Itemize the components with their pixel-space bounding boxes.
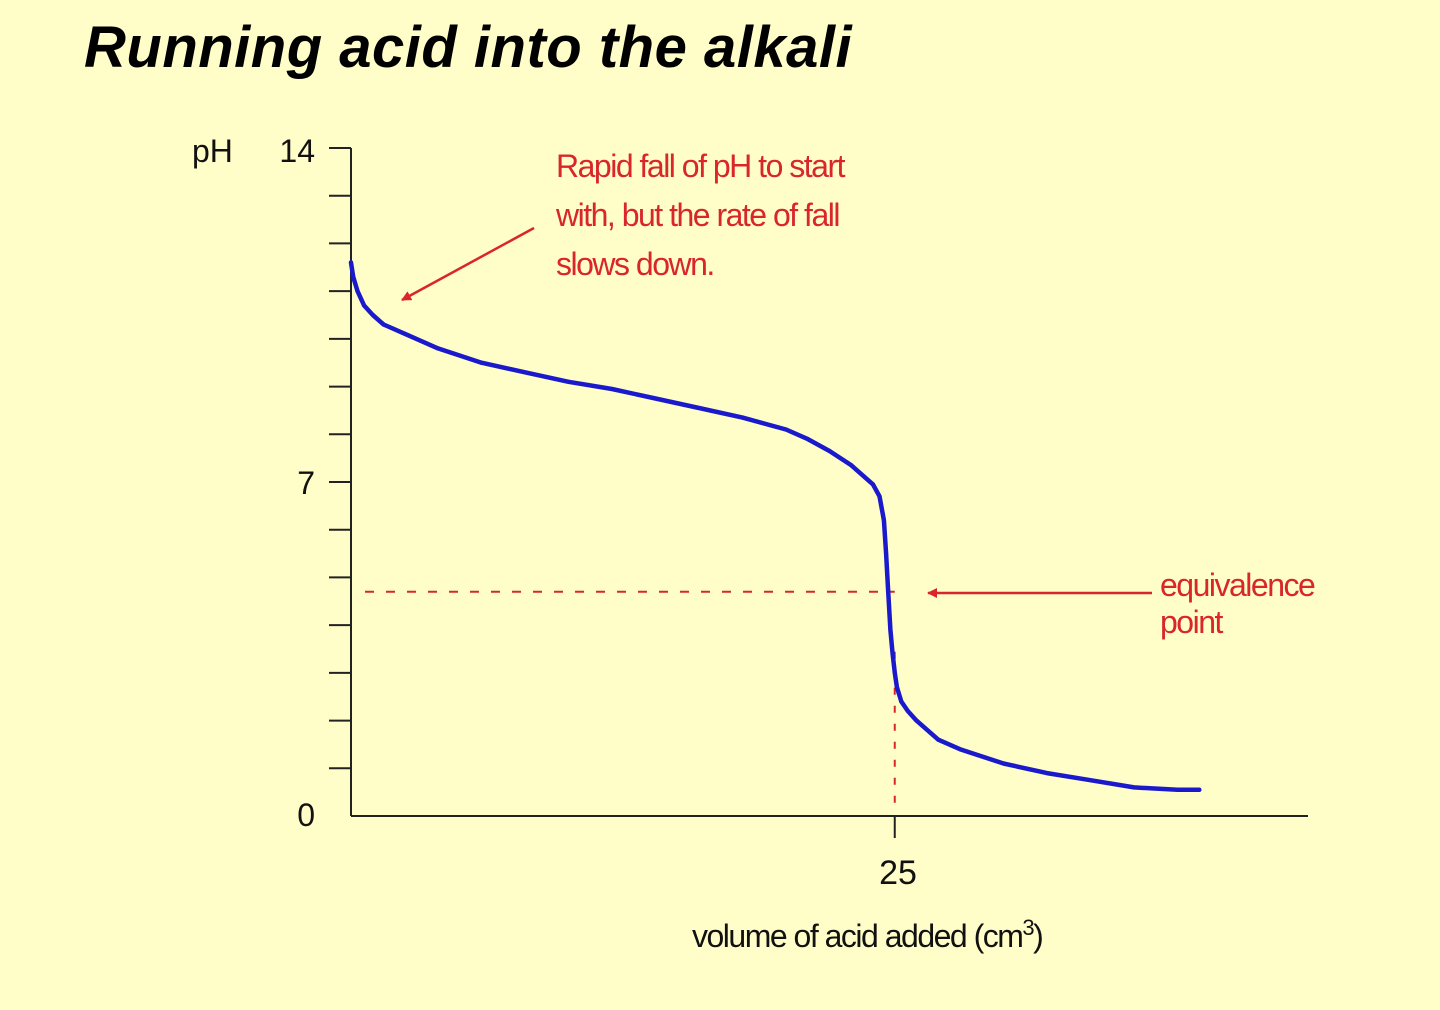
data-point — [1132, 785, 1136, 790]
data-point — [905, 709, 910, 714]
data-point — [1175, 787, 1180, 792]
data-point — [958, 747, 962, 752]
annotation-rapid-fall-line-2: with, but the rate of fall — [555, 197, 839, 233]
data-point — [888, 627, 893, 632]
data-point — [479, 360, 484, 365]
data-point — [610, 386, 614, 391]
data-point — [1001, 761, 1006, 766]
chart-title: Running acid into the alkali — [84, 15, 853, 80]
data-point — [1045, 771, 1049, 776]
data-point — [881, 518, 886, 523]
annotation-rapid-fall-arrow — [401, 226, 535, 302]
data-point — [355, 289, 360, 294]
x-axis-label: volume of acid added (cm3) — [692, 915, 1042, 954]
data-point — [740, 415, 745, 420]
annotation-rapid-fall: Rapid fall of pH to start with, but the … — [555, 148, 851, 282]
data-point — [697, 406, 701, 411]
data-point — [566, 379, 571, 384]
y-axis-ticks — [329, 147, 351, 770]
data-point — [370, 313, 375, 317]
data-point — [351, 274, 356, 279]
data-point — [899, 699, 904, 704]
data-point — [892, 670, 897, 675]
data-point — [884, 551, 889, 556]
annotation-rapid-fall-line-1: Rapid fall of pH to start — [556, 148, 846, 184]
annotation-equivalence-line-2: point — [1160, 604, 1224, 640]
annotation-equivalence-point: equivalence point — [1160, 567, 1322, 640]
annotation-equivalence-line-1: equivalence — [1160, 567, 1315, 603]
x-axis-label-main: volume of acid added (cm — [692, 918, 1022, 954]
data-point — [805, 437, 810, 442]
data-point — [1197, 787, 1202, 792]
data-point — [362, 303, 367, 308]
y-tick-label-0: 0 — [297, 797, 315, 833]
ph-curve-points — [349, 260, 1202, 792]
y-axis-label: pH — [192, 133, 233, 169]
data-point — [894, 685, 899, 690]
y-tick-label-14: 14 — [279, 133, 315, 169]
data-point — [436, 346, 440, 351]
data-point — [849, 463, 854, 468]
x-tick-label-25: 25 — [879, 854, 917, 892]
data-point — [890, 651, 895, 656]
x-axis-label-sup: 3 — [1022, 915, 1034, 940]
y-tick-label-7: 7 — [297, 465, 315, 501]
data-point — [877, 494, 882, 499]
data-point — [1088, 778, 1093, 783]
data-point — [886, 589, 891, 594]
data-point — [871, 482, 875, 487]
x-axis-label-close: ) — [1033, 918, 1042, 954]
data-point — [381, 322, 386, 327]
data-point — [784, 427, 788, 432]
data-point — [653, 396, 658, 401]
data-point — [403, 332, 408, 337]
data-point — [523, 370, 527, 375]
data-point — [936, 737, 941, 742]
data-point — [349, 260, 353, 265]
ph-curve — [348, 260, 1202, 793]
data-point — [914, 718, 919, 723]
annotation-rapid-fall-line-3: slows down. — [556, 246, 714, 282]
data-point — [827, 448, 832, 453]
